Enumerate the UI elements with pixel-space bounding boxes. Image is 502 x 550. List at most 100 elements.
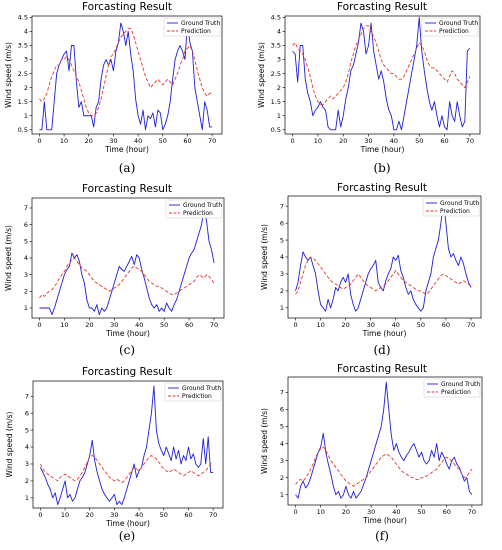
x-tick-label-c: 20 [85, 321, 93, 329]
y-tick-label-b: 4.5 [271, 14, 281, 22]
x-tick-label-e: 30 [110, 511, 118, 519]
panel-label-a: (a) [119, 161, 136, 175]
legend-box-f [423, 378, 481, 398]
plot-frame-f [287, 376, 483, 506]
x-tick-label-c: 0 [37, 321, 41, 329]
legend-box-d [422, 197, 480, 217]
legend-label-truth-b: Ground Truth [439, 20, 478, 27]
chart-c: Forcasting Result 0 10 20 30 40 50 60 70 1 2 3 4 5 6 7 T… [4, 183, 225, 338]
ground-truth-line-b [292, 16, 471, 131]
ground-truth-line-c [39, 207, 215, 316]
y-tick-label-b: 0.5 [271, 126, 281, 134]
x-tick-label-b: 10 [314, 137, 322, 145]
x-tick-label-d: 70 [467, 321, 475, 329]
legend-label-truth-c: Ground Truth [183, 202, 222, 209]
panel-label-c: (c) [119, 343, 135, 357]
y-axis-label-d: Wind speed (m/s) [260, 224, 269, 290]
x-tick-label-b: 30 [364, 137, 372, 145]
x-tick-label-e: 20 [86, 511, 94, 519]
y-tick-label-c: 6 [24, 221, 28, 229]
chart-f: Forcasting Result 0 10 20 30 40 50 60 70 1 2 3 4 5 6 7 T… [260, 363, 483, 525]
legend-label-pred-c: Prediction [183, 210, 213, 217]
y-tick-label-a: 4 [24, 28, 28, 36]
x-tick-label-b: 20 [339, 137, 347, 145]
y-tick-label-f: 3 [280, 457, 284, 465]
y-tick-label-b: 2 [277, 84, 281, 92]
prediction-line-f [295, 446, 473, 487]
x-tick-label-e: 40 [135, 511, 143, 519]
y-tick-label-a: 2.5 [18, 70, 28, 78]
y-tick-label-c: 4 [24, 254, 28, 262]
y-tick-label-a: 4.5 [18, 14, 28, 22]
y-tick-label-d: 7 [280, 202, 284, 210]
x-tick-label-e: 50 [160, 511, 168, 519]
legend-label-pred-f: Prediction [441, 389, 471, 396]
legend-label-truth-e: Ground Truth [182, 385, 221, 392]
x-tick-label-c: 60 [185, 321, 193, 329]
panel-label-d: (d) [373, 343, 390, 357]
x-axis-label-e: Time (hour) [105, 519, 150, 528]
y-tick-label-d: 6 [280, 219, 284, 227]
x-axis-label-a: Time (hour) [104, 145, 149, 154]
x-tick-label-d: 30 [367, 321, 375, 329]
chart-title-e: Forcasting Result [82, 366, 172, 378]
panel-label-b: (b) [373, 161, 390, 175]
y-tick-label-f: 2 [280, 474, 284, 482]
x-tick-label-a: 40 [134, 137, 142, 145]
legend-box-a [163, 17, 221, 37]
x-tick-label-a: 10 [60, 137, 68, 145]
chart-e: Forcasting Result 0 10 20 30 40 50 60 70 1 2 3 4 5 6 7 T… [5, 366, 224, 528]
y-axis-label-f: Wind speed (m/s) [260, 408, 269, 474]
x-tick-label-a: 60 [183, 137, 191, 145]
y-tick-label-d: 3 [280, 270, 284, 278]
x-tick-label-f: 40 [392, 508, 400, 516]
x-axis-label-d: Time (hour) [362, 329, 407, 338]
x-tick-label-e: 60 [184, 511, 192, 519]
y-axis-label-b: Wind speed (m/s) [257, 42, 266, 108]
x-tick-label-b: 70 [466, 137, 474, 145]
prediction-line-a [39, 28, 213, 117]
y-tick-label-f: 1 [280, 491, 284, 499]
x-tick-label-b: 60 [440, 137, 448, 145]
x-tick-label-c: 40 [135, 321, 143, 329]
chart-b: Forcasting Result 0 10 20 30 40 50 60 70 0.5 1 1.5 2… [257, 1, 481, 154]
legend-box-b [421, 17, 479, 37]
x-tick-label-f: 0 [293, 508, 297, 516]
y-tick-label-a: 1.5 [18, 98, 28, 106]
legend-label-pred-d: Prediction [440, 208, 470, 215]
x-tick-label-c: 50 [160, 321, 168, 329]
y-tick-label-e: 6 [25, 409, 29, 417]
x-axis-label-f: Time (hour) [362, 516, 407, 525]
y-tick-label-d: 5 [280, 236, 284, 244]
x-tick-label-f: 30 [367, 508, 375, 516]
y-tick-label-b: 4 [277, 28, 281, 36]
y-axis-label-e: Wind speed (m/s) [5, 411, 14, 477]
y-tick-label-e: 3 [25, 460, 29, 468]
prediction-line-c [39, 257, 215, 299]
y-tick-label-e: 2 [25, 477, 29, 485]
x-tick-label-d: 0 [293, 321, 297, 329]
y-tick-label-e: 5 [25, 426, 29, 434]
x-tick-label-d: 50 [417, 321, 425, 329]
x-tick-label-f: 20 [342, 508, 350, 516]
x-tick-label-a: 50 [159, 137, 167, 145]
y-tick-label-f: 4 [280, 440, 284, 448]
y-tick-label-b: 3.5 [271, 42, 281, 50]
y-tick-label-e: 4 [25, 443, 29, 451]
legend-label-truth-a: Ground Truth [181, 20, 220, 27]
ground-truth-line-a [39, 22, 213, 131]
y-tick-label-d: 1 [280, 304, 284, 312]
legend-box-e [164, 382, 222, 402]
x-tick-label-f: 10 [317, 508, 325, 516]
chart-title-d: Forcasting Result [337, 182, 427, 194]
plot-frame-b [284, 15, 481, 135]
y-tick-label-d: 2 [280, 287, 284, 295]
legend-label-pred-e: Prediction [182, 393, 212, 400]
y-tick-label-f: 7 [280, 389, 284, 397]
x-axis-label-b: Time (hour) [360, 145, 405, 154]
legend-label-truth-d: Ground Truth [440, 200, 479, 207]
chart-title-b: Forcasting Result [337, 1, 427, 13]
legend-label-pred-a: Prediction [181, 28, 211, 35]
legend-box-c [165, 199, 223, 219]
